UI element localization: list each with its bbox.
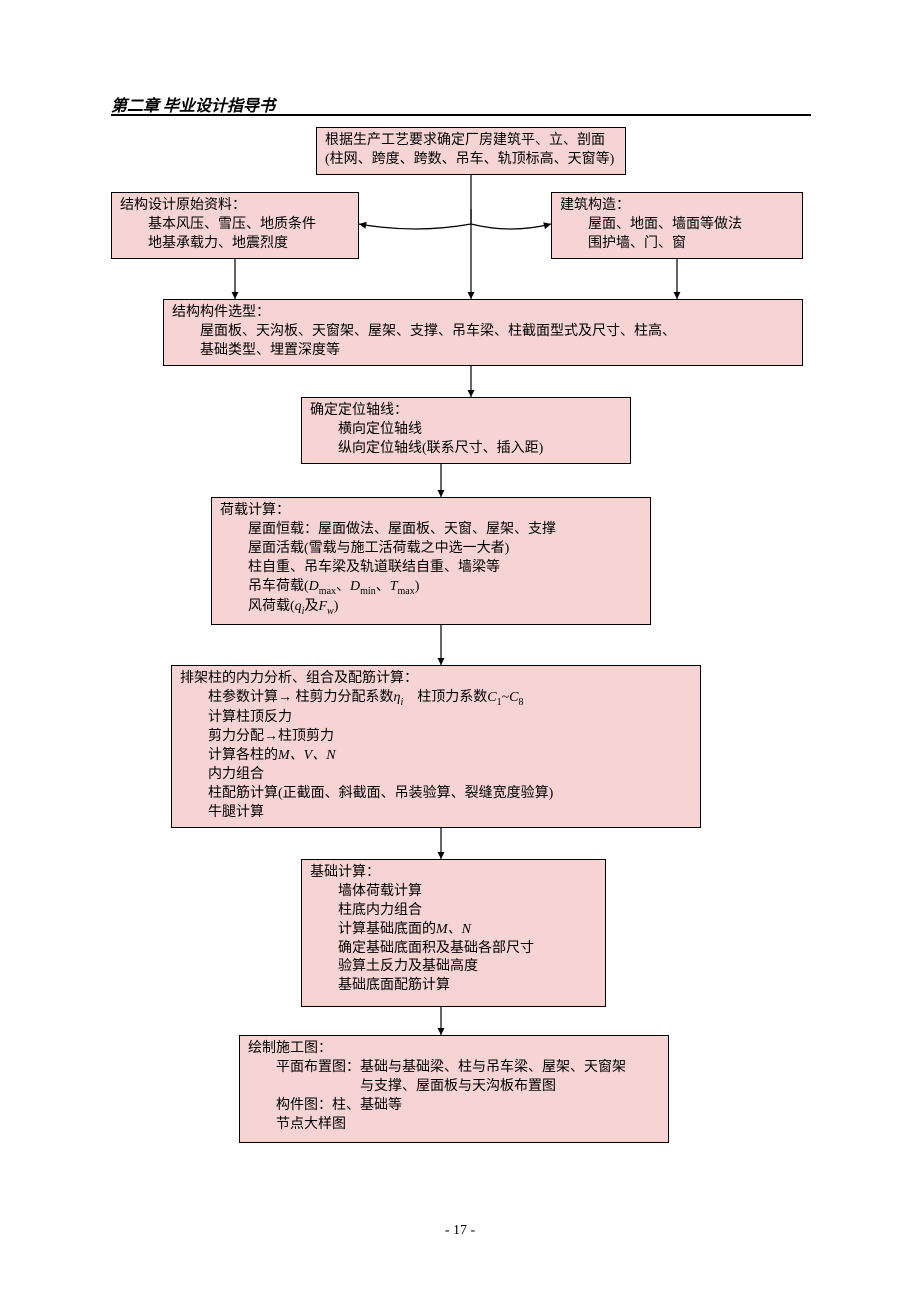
flow-node-n6: 排架柱的内力分析、组合及配筋计算：柱参数计算→ 柱剪力分配系数ηi 柱顶力系数C…: [171, 665, 701, 828]
flow-node-n5: 荷载计算：屋面恒载：屋面做法、屋面板、天窗、屋架、支撑屋面活载(雪载与施工活荷载…: [211, 497, 651, 625]
flow-node-n2l: 结构设计原始资料：基本风压、雪压、地质条件地基承载力、地震烈度: [111, 192, 359, 259]
flowchart: 根据生产工艺要求确定厂房建筑平、立、剖面(柱网、跨度、跨数、吊车、轨顶标高、天窗…: [111, 127, 821, 1207]
flow-node-n8: 绘制施工图：平面布置图：基础与基础梁、柱与吊车梁、屋架、天窗架 与支撑、屋面板与…: [239, 1035, 669, 1143]
page-title: 第二章 毕业设计指导书: [111, 92, 275, 116]
flow-node-n3: 结构构件选型：屋面板、天沟板、天窗架、屋架、支撑、吊车梁、柱截面型式及尺寸、柱高…: [163, 299, 803, 366]
title-underline: [111, 114, 811, 116]
flow-node-n7: 基础计算：墙体荷载计算柱底内力组合计算基础底面的M、N确定基础底面积及基础各部尺…: [301, 859, 606, 1007]
flow-node-n2r: 建筑构造：屋面、地面、墙面等做法围护墙、门、窗: [551, 192, 803, 259]
flow-node-n4: 确定定位轴线：横向定位轴线纵向定位轴线(联系尺寸、插入距): [301, 397, 631, 464]
flow-node-n1: 根据生产工艺要求确定厂房建筑平、立、剖面(柱网、跨度、跨数、吊车、轨顶标高、天窗…: [316, 127, 626, 175]
page-number: - 17 -: [445, 1223, 475, 1239]
